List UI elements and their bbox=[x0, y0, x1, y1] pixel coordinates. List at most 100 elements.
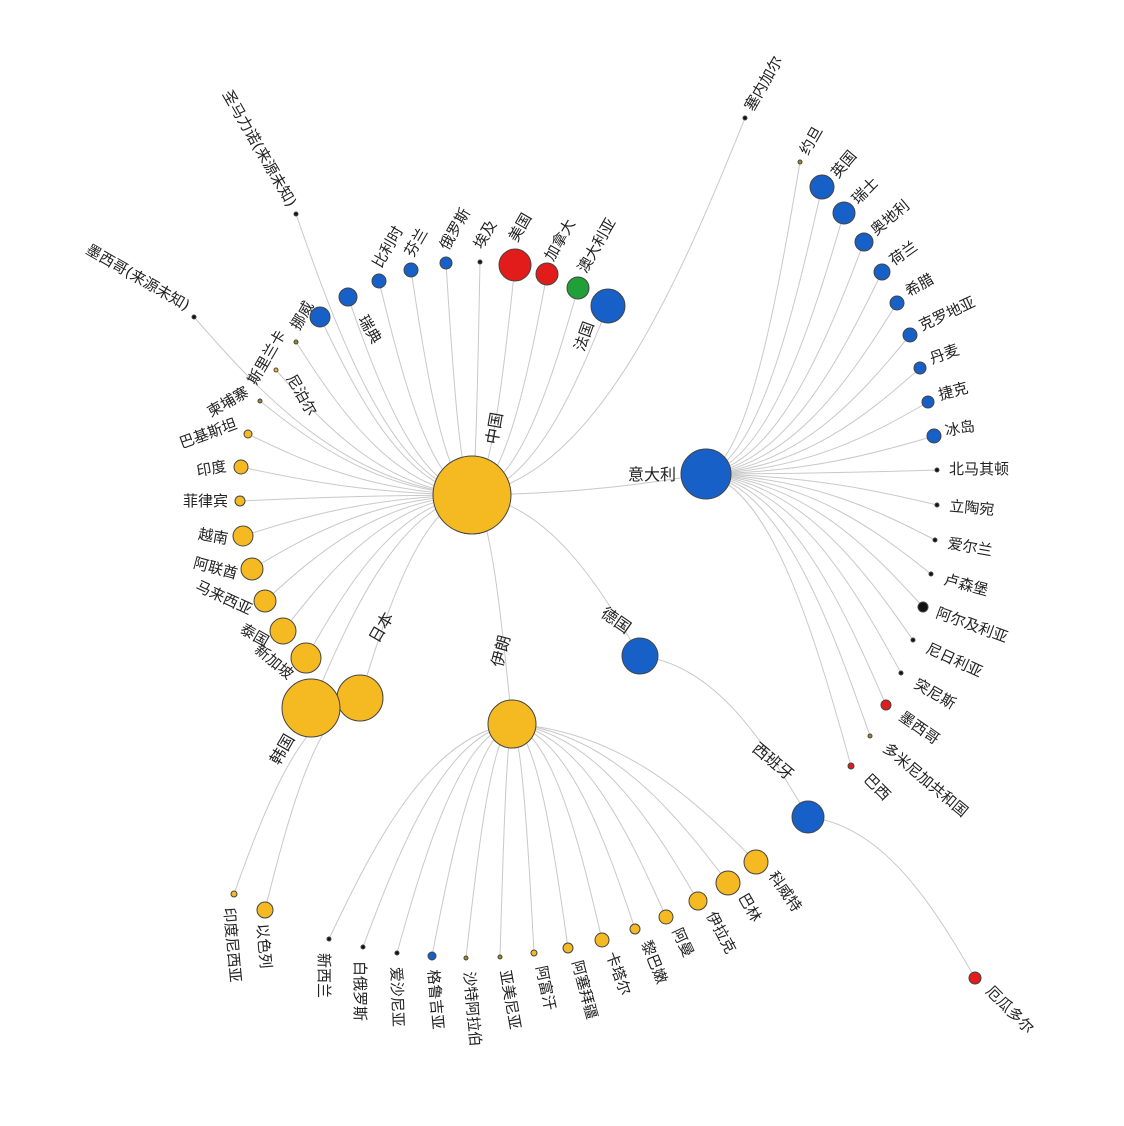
node-azerbaijan[interactable] bbox=[562, 942, 574, 954]
label-estonia: 爱沙尼亚 bbox=[387, 967, 407, 1028]
label-jordan: 约旦 bbox=[796, 123, 827, 158]
node-estonia[interactable] bbox=[394, 950, 400, 956]
node-australia[interactable] bbox=[566, 276, 590, 300]
node-netherlands[interactable] bbox=[873, 263, 891, 281]
label-uk: 英国 bbox=[827, 147, 860, 182]
label-mexico: 墨西哥 bbox=[896, 708, 943, 749]
label-france: 法国 bbox=[571, 319, 598, 353]
link-italy-dominican bbox=[705, 473, 871, 737]
label-finland: 芬兰 bbox=[401, 225, 432, 260]
node-ireland[interactable] bbox=[932, 537, 938, 543]
node-brazil[interactable] bbox=[847, 762, 855, 770]
link-iran-kuwait bbox=[511, 723, 757, 863]
node-jordan[interactable] bbox=[797, 159, 803, 165]
node-czech[interactable] bbox=[921, 395, 935, 409]
label-iceland: 冰岛 bbox=[944, 417, 977, 440]
link-china-mexico_unknown bbox=[193, 316, 473, 496]
node-italy[interactable] bbox=[680, 448, 732, 500]
node-lebanon[interactable] bbox=[629, 923, 641, 935]
label-germany: 德国 bbox=[597, 603, 634, 637]
label-canada: 加拿大 bbox=[541, 216, 579, 264]
node-georgia[interactable] bbox=[427, 951, 437, 961]
node-thailand[interactable] bbox=[269, 617, 297, 645]
node-pakistan[interactable] bbox=[243, 429, 253, 439]
node-oman[interactable] bbox=[658, 909, 674, 925]
label-greece: 希腊 bbox=[902, 270, 937, 301]
node-norway[interactable] bbox=[309, 306, 331, 328]
node-vietnam[interactable] bbox=[232, 525, 254, 547]
node-china[interactable] bbox=[432, 455, 512, 535]
link-italy-macedonia bbox=[705, 469, 938, 475]
node-russia[interactable] bbox=[439, 256, 453, 270]
node-armenia[interactable] bbox=[497, 954, 503, 960]
label-dominican: 多米尼加共和国 bbox=[879, 739, 971, 820]
link-italy-nigeria bbox=[705, 473, 914, 641]
node-iraq[interactable] bbox=[688, 891, 708, 911]
node-canada[interactable] bbox=[535, 262, 559, 286]
node-macedonia[interactable] bbox=[934, 467, 940, 473]
node-uae[interactable] bbox=[240, 557, 264, 581]
node-spain[interactable] bbox=[791, 800, 825, 834]
node-afghanistan[interactable] bbox=[530, 949, 538, 957]
node-algeria[interactable] bbox=[917, 601, 929, 613]
node-bahrain[interactable] bbox=[715, 870, 741, 896]
node-lithuania[interactable] bbox=[934, 502, 940, 508]
node-uk[interactable] bbox=[809, 174, 835, 200]
node-sweden[interactable] bbox=[338, 287, 358, 307]
node-switzerland[interactable] bbox=[832, 201, 856, 225]
node-austria[interactable] bbox=[854, 232, 874, 252]
node-croatia[interactable] bbox=[902, 327, 918, 343]
label-china: 中国 bbox=[482, 411, 506, 446]
label-netherlands: 荷兰 bbox=[886, 237, 921, 269]
node-nepal[interactable] bbox=[273, 367, 279, 373]
node-iran[interactable] bbox=[487, 699, 537, 749]
label-newzealand: 新西兰 bbox=[315, 953, 333, 998]
node-nigeria[interactable] bbox=[910, 637, 916, 643]
link-italy-austria bbox=[705, 241, 865, 475]
node-mexico[interactable] bbox=[880, 699, 892, 711]
node-korea[interactable] bbox=[281, 678, 341, 738]
node-japan[interactable] bbox=[336, 674, 384, 722]
node-dominican[interactable] bbox=[867, 733, 873, 739]
node-ecuador[interactable] bbox=[968, 971, 982, 985]
node-belgium[interactable] bbox=[371, 273, 387, 289]
label-guatemala-unknown: 圣马力诺(来源未知) bbox=[219, 87, 300, 210]
link-iran-bahrain bbox=[511, 723, 729, 884]
label-bahrain: 巴林 bbox=[735, 890, 766, 925]
node-kuwait[interactable] bbox=[743, 849, 769, 875]
node-finland[interactable] bbox=[403, 262, 419, 278]
node-belarus[interactable] bbox=[360, 944, 366, 950]
node-iceland[interactable] bbox=[926, 428, 942, 444]
node-saudi[interactable] bbox=[463, 955, 469, 961]
label-italy: 意大利 bbox=[628, 465, 676, 484]
node-philippines[interactable] bbox=[234, 495, 246, 507]
node-senegal[interactable] bbox=[742, 115, 748, 121]
node-qatar[interactable] bbox=[594, 932, 610, 948]
node-denmark[interactable] bbox=[913, 361, 927, 375]
node-newzealand[interactable] bbox=[326, 936, 332, 942]
node-guatemala-unknown[interactable] bbox=[293, 211, 299, 217]
node-srilanka[interactable] bbox=[293, 339, 299, 345]
node-indonesia[interactable] bbox=[230, 890, 238, 898]
node-usa[interactable] bbox=[498, 248, 532, 282]
label-brazil: 巴西 bbox=[860, 770, 894, 804]
node-greece[interactable] bbox=[889, 295, 905, 311]
node-israel[interactable] bbox=[256, 901, 274, 919]
node-luxembourg[interactable] bbox=[928, 571, 934, 577]
node-malaysia[interactable] bbox=[253, 589, 277, 613]
node-germany[interactable] bbox=[621, 637, 659, 675]
label-algeria: 阿尔及利亚 bbox=[934, 604, 1011, 647]
node-tunisia[interactable] bbox=[898, 670, 904, 676]
node-india[interactable] bbox=[233, 459, 249, 475]
node-egypt[interactable] bbox=[477, 259, 483, 265]
label-iran: 伊朗 bbox=[488, 633, 515, 669]
link-italy-lithuania bbox=[705, 473, 938, 506]
label-armenia: 亚美尼亚 bbox=[496, 969, 524, 1031]
node-singapore[interactable] bbox=[290, 642, 322, 674]
label-vietnam: 越南 bbox=[197, 525, 230, 548]
node-cambodia[interactable] bbox=[257, 398, 263, 404]
node-france[interactable] bbox=[590, 288, 626, 324]
link-italy-netherlands bbox=[705, 271, 883, 475]
node-mexico-unknown[interactable] bbox=[191, 314, 197, 320]
